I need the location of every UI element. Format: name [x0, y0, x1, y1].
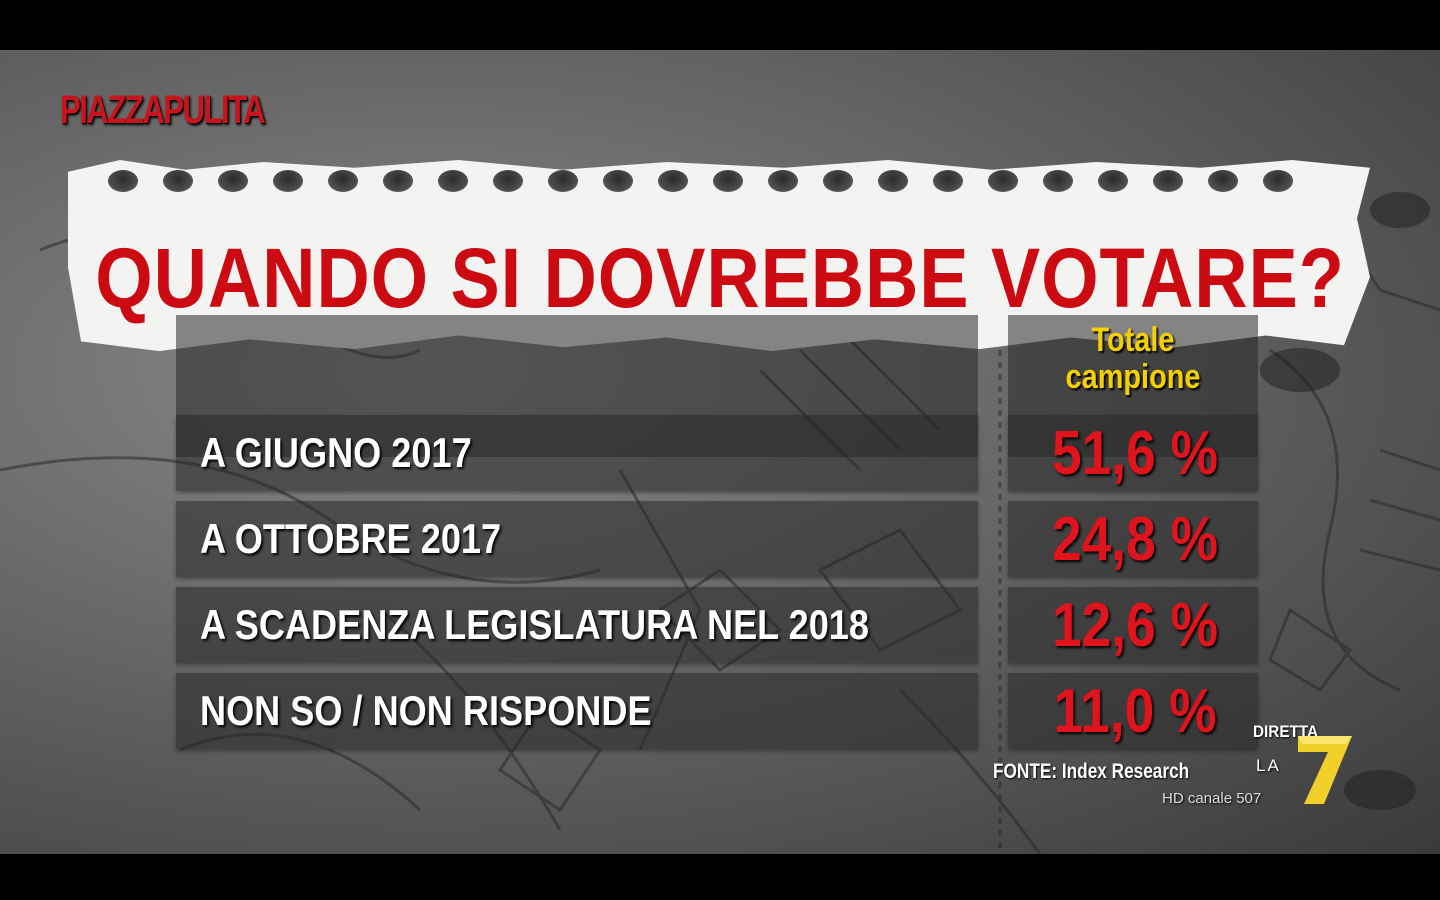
row-value-panel	[1008, 587, 1258, 663]
row-value-panel	[1008, 415, 1258, 491]
show-logo: PIAZZAPULITA	[60, 88, 266, 132]
hd-channel-label: HD canale 507	[1162, 790, 1262, 807]
row-label-panel	[176, 587, 978, 663]
value-label: 11,0 %	[1053, 677, 1217, 746]
value-label: 24,8 %	[1051, 505, 1219, 574]
value-label: 51,6 %	[1051, 419, 1219, 488]
chart-title: QUANDO SI DOVREBBE VOTARE?	[95, 231, 1345, 325]
category-label: NON SO / NON RISPONDE	[200, 687, 652, 734]
broadcast-frame: PIAZZAPULITA Totale campione QUANDO SI D…	[0, 50, 1440, 854]
value-label: 12,6 %	[1051, 591, 1219, 660]
paper-perforation	[108, 170, 1308, 198]
source-credit: FONTE: Index Research	[993, 760, 1190, 783]
row-value-panel	[1008, 673, 1258, 749]
row-label-panel	[176, 415, 978, 491]
category-label: A GIUGNO 2017	[200, 429, 472, 476]
channel-brand-prefix: LA	[1256, 756, 1281, 775]
category-label: A OTTOBRE 2017	[200, 515, 502, 562]
category-label: A SCADENZA LEGISLATURA NEL 2018	[200, 601, 869, 648]
row-label-panel	[176, 673, 978, 749]
column-header: Totale campione	[1065, 321, 1201, 396]
la7-seven-logo-icon	[1298, 736, 1352, 804]
row-label-panel	[176, 501, 978, 577]
row-value-panel	[1008, 501, 1258, 577]
